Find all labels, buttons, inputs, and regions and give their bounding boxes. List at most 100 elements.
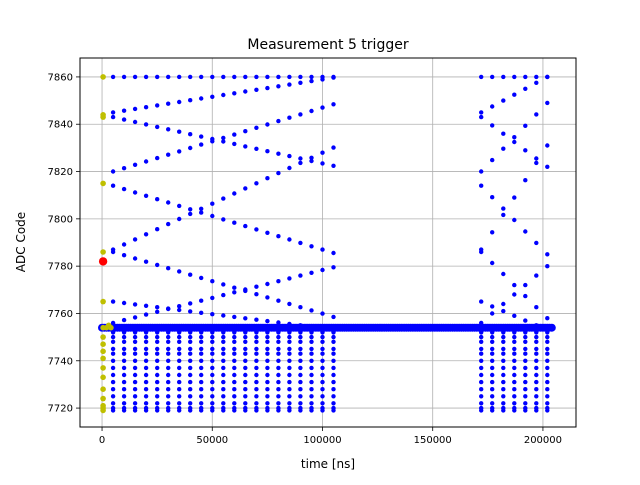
- lower-row-point: [490, 334, 495, 340]
- lower-row-point: [254, 394, 259, 399]
- lower-row-point: [512, 358, 517, 363]
- y-tick-label: 7760: [48, 309, 73, 320]
- lower-row-point: [188, 365, 193, 371]
- ascending-point: [143, 232, 149, 237]
- lower-row-point: [479, 372, 484, 378]
- lower-row-point: [166, 346, 171, 352]
- lower-row-point: [243, 334, 248, 340]
- pretrigger-point: [100, 386, 106, 393]
- lower-row-point: [287, 408, 292, 413]
- descending-point: [276, 151, 281, 156]
- lower-row-point: [188, 372, 193, 378]
- lower-row-point: [501, 365, 506, 371]
- descending-point: [143, 303, 149, 308]
- flat-point: [221, 74, 226, 80]
- ascending-point: [243, 186, 248, 191]
- lower-row-point: [121, 401, 127, 406]
- lower-row-point: [490, 394, 495, 399]
- lower-row-point: [298, 358, 303, 363]
- ascending-point: [320, 105, 325, 110]
- lower-row-point: [199, 339, 204, 344]
- lower-row-point: [132, 372, 138, 378]
- ascending-point: [479, 320, 484, 326]
- flat-point: [320, 74, 325, 80]
- lower-row-point: [512, 394, 517, 399]
- ascending-point: [512, 92, 517, 97]
- lower-row-point: [110, 379, 116, 385]
- lower-row-point: [210, 387, 215, 392]
- lower-row-point: [166, 408, 171, 413]
- y-tick-label: 7800: [48, 214, 73, 225]
- descending-point: [232, 220, 237, 225]
- lower-row-point: [199, 365, 204, 371]
- lower-row-point: [276, 387, 281, 392]
- lower-row-point: [199, 372, 204, 378]
- descending-point: [177, 203, 182, 209]
- ascending-point: [512, 195, 517, 200]
- descending-point: [243, 144, 248, 149]
- ascending-point: [512, 292, 517, 297]
- lower-row-point: [243, 387, 248, 392]
- descending-point: [501, 308, 506, 314]
- x-tick-label: 0: [99, 435, 105, 446]
- lower-row-point: [331, 372, 336, 378]
- ascending-point: [320, 150, 325, 155]
- lower-row-point: [265, 339, 270, 344]
- ascending-point: [523, 86, 528, 92]
- ascending-point: [523, 178, 528, 183]
- lower-row-point: [534, 394, 539, 399]
- lower-row-point: [254, 401, 259, 406]
- ascending-point: [132, 237, 138, 242]
- lower-row-point: [110, 351, 116, 356]
- lower-row-point: [276, 351, 281, 356]
- lower-row-point: [210, 330, 215, 335]
- lower-row-point: [501, 351, 506, 356]
- ascending-point: [221, 135, 226, 141]
- lower-row-point: [110, 394, 116, 399]
- lower-row-point: [501, 394, 506, 399]
- lower-row-point: [545, 358, 550, 363]
- descending-point: [232, 314, 237, 320]
- lower-row-point: [110, 401, 116, 406]
- lower-row-point: [188, 339, 193, 344]
- lower-row-point: [512, 401, 517, 406]
- lower-row-point: [276, 334, 281, 340]
- lower-row-point: [110, 372, 116, 378]
- descending-point: [276, 298, 281, 303]
- lower-row-point: [534, 372, 539, 378]
- lower-row-point: [265, 365, 270, 371]
- lower-row-point: [188, 330, 193, 335]
- lower-row-point: [221, 372, 226, 378]
- lower-row-point: [276, 394, 281, 399]
- lower-row-point: [121, 346, 127, 352]
- pretrigger-point: [100, 365, 106, 371]
- ascending-point: [265, 122, 270, 127]
- lower-row-point: [121, 339, 127, 344]
- ascending-point: [501, 98, 506, 103]
- lower-row-point: [287, 330, 292, 335]
- descending-point: [287, 237, 292, 242]
- descending-point: [309, 244, 314, 249]
- lower-row-point: [309, 346, 314, 352]
- lower-row-point: [534, 401, 539, 406]
- lower-row-point: [534, 330, 539, 335]
- descending-point: [512, 217, 517, 223]
- lower-row-point: [501, 387, 506, 392]
- lower-row-point: [265, 394, 270, 399]
- lower-row-point: [545, 351, 550, 356]
- lower-row-point: [143, 379, 149, 385]
- lower-row-point: [254, 365, 259, 371]
- ascending-point: [121, 166, 127, 171]
- flat-point: [309, 74, 314, 80]
- ascending-point: [331, 145, 336, 150]
- flat-point: [143, 74, 149, 80]
- lower-row-point: [331, 346, 336, 352]
- lower-row-point: [287, 358, 292, 363]
- lower-row-point: [523, 358, 528, 363]
- descending-point: [320, 247, 325, 252]
- flat-point: [501, 74, 506, 80]
- lower-row-point: [320, 401, 325, 406]
- ascending-point: [232, 132, 237, 137]
- lower-row-point: [309, 358, 314, 363]
- lower-row-point: [545, 334, 550, 340]
